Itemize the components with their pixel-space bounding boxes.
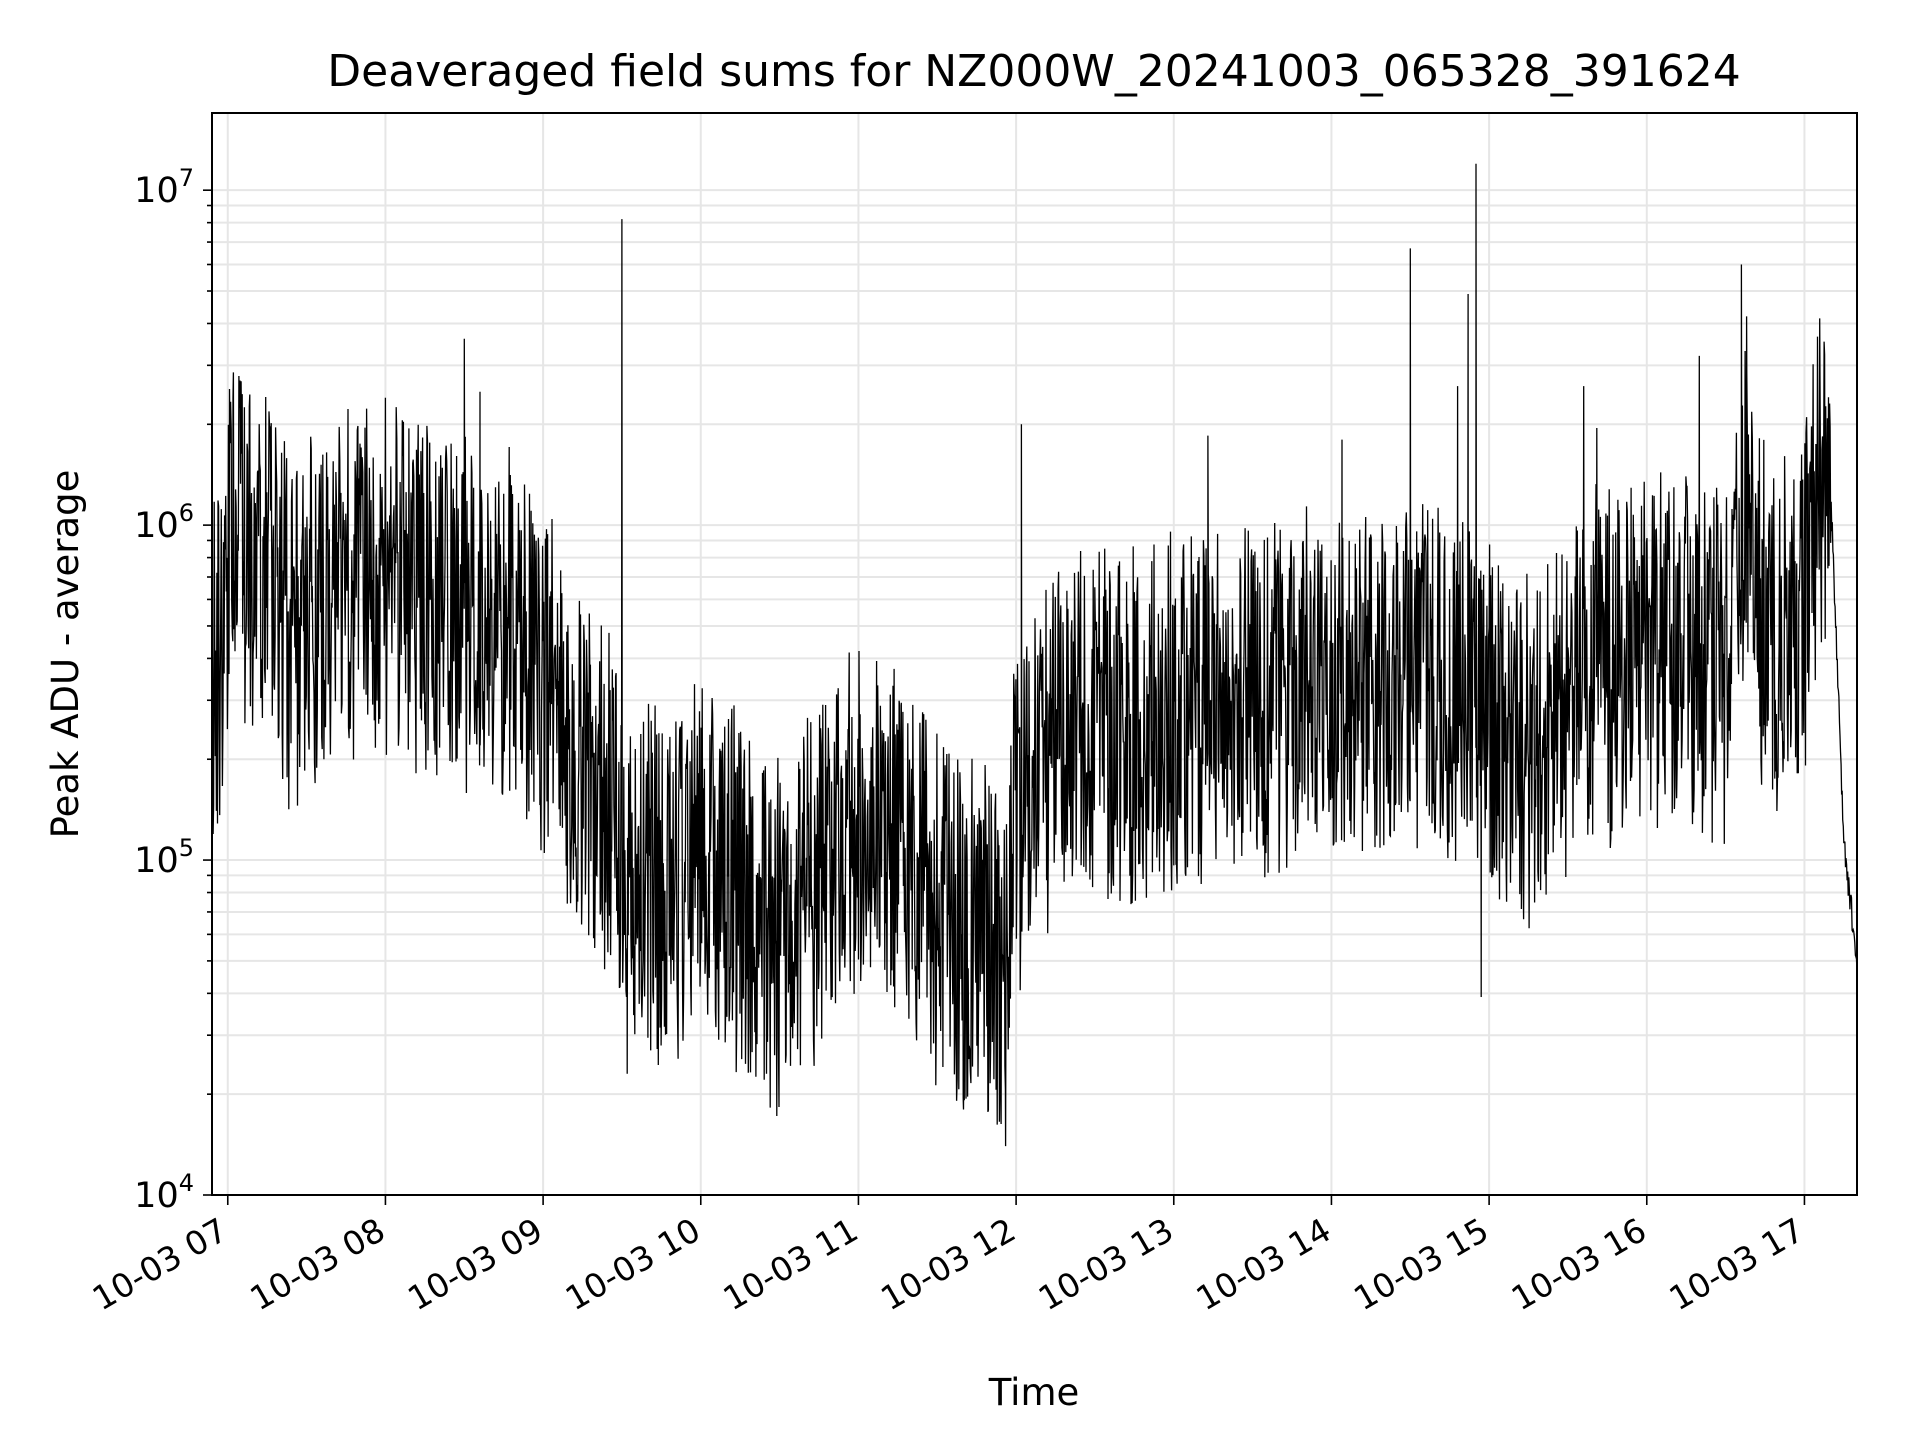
y-tick-label: 105 <box>134 834 194 881</box>
y-tick-label: 106 <box>134 499 194 546</box>
plot-area <box>211 163 1858 1147</box>
plot-frame <box>211 112 1858 1196</box>
y-tick-label: 104 <box>134 1169 194 1216</box>
x-axis-label: Time <box>988 1371 1080 1414</box>
series-line <box>211 163 1858 1147</box>
y-tick-label: 107 <box>134 164 194 211</box>
chart-title: Deaveraged field sums for NZ000W_2024100… <box>327 46 1740 97</box>
y-axis: 104 105 106 107 <box>134 164 212 1216</box>
y-axis-label: Peak ADU - average <box>44 470 87 839</box>
